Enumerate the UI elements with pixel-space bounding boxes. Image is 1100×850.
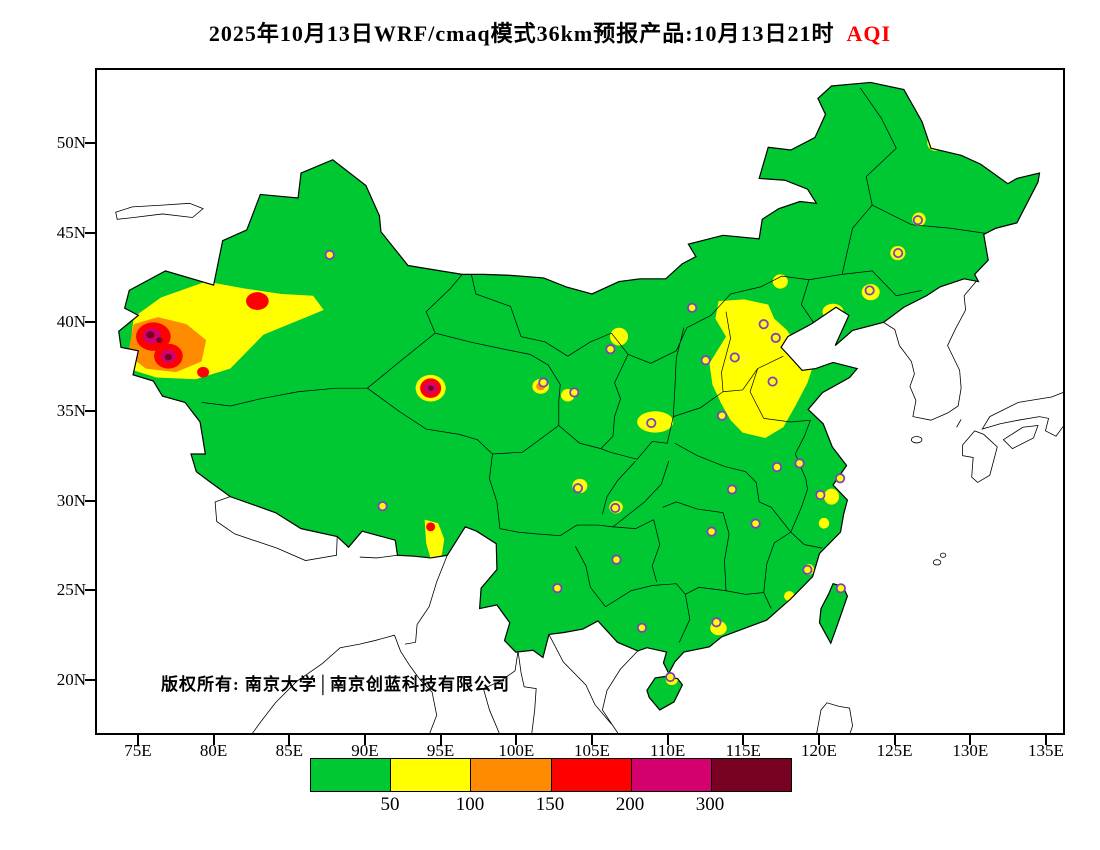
city-marker-haikou [665,671,676,683]
city-marker-xian [646,417,657,429]
lat-tick-label: 40N [56,311,86,331]
colorbar-cell-4 [630,759,711,791]
city-marker-yinchuan [605,344,616,355]
city-marker-nanning [636,622,648,633]
city-marker-lanzhou [569,387,580,398]
lon-tick-label: 135E [1027,741,1064,760]
city-marker-hohhot [687,302,698,313]
city-marker-nanchang [750,518,761,529]
city-marker-taipei [835,583,846,594]
lat-tick-mark [85,320,95,323]
colorbar-threshold-label: 50 [380,794,400,815]
china-aqi-map [115,81,1063,733]
city-marker-lhasa [377,501,388,512]
lon-tick-label: 105E [574,741,610,760]
province-boundaries [201,87,987,643]
lat-tick-label: 30N [56,490,86,510]
lat-tick-mark [85,142,95,145]
lon-tick-label: 90E [351,741,379,760]
lon-tick-mark [136,735,139,745]
map-frame: 版权所有: 南京大学│南京创蓝科技有限公司 [95,68,1065,735]
lat-tick-label: 20N [56,669,86,689]
lon-tick-label: 120E [800,741,837,760]
title-variable: AQI [846,21,892,46]
china-landmass [118,82,1040,710]
colorbar-cell-2 [470,759,551,791]
lat-tick-label: 45N [56,222,86,242]
lat-tick-label: 35N [56,401,86,421]
city-marker-xining [538,377,549,388]
city-marker-chengdu [572,483,583,494]
city-marker-shenyang [864,285,875,296]
city-marker-guiyang [611,554,622,565]
lon-tick-label: 115E [725,741,761,760]
colorbar-threshold-label: 100 [455,794,485,815]
lon-tick-label: 130E [952,741,989,760]
lon-tick-label: 110E [649,741,686,760]
colorbar-threshold-label: 300 [695,794,725,815]
city-marker-zhengzhou [716,410,728,421]
neighboring-coastlines [115,202,1063,733]
lon-tick-mark [742,735,745,745]
aqi-colorbar-labels: 50 100 150 200 300 [310,794,792,818]
lon-tick-mark [439,735,442,745]
city-marker-fuzhou [802,564,813,575]
colorbar-cell-5 [710,759,792,791]
lat-tick-mark [85,499,95,502]
city-marker-chongqing [610,502,621,514]
colorbar-threshold-label: 150 [535,794,565,815]
city-marker-changsha [706,526,717,537]
lon-tick-mark [817,735,820,745]
lat-tick-label: 50N [56,133,86,153]
aqi-patches [127,134,944,686]
city-marker-hefei [771,462,783,473]
city-marker-harbin [912,215,923,226]
lat-tick-mark [85,410,95,413]
lon-tick-mark [363,735,366,745]
city-marker-shijiazhuang [729,352,740,363]
city-marker-hangzhou [815,489,826,501]
copyright-text: 版权所有: 南京大学│南京创蓝科技有限公司 [161,675,510,694]
city-marker-changchun [893,248,904,259]
lon-tick-mark [666,735,669,745]
city-marker-wuhan [726,484,738,495]
city-marker-shanghai [835,473,846,484]
city-marker-jinan [767,376,778,387]
lon-tick-label: 125E [876,741,913,760]
city-marker-beijing [758,319,769,330]
lat-tick-label: 25N [56,580,86,600]
lon-tick-label: 80E [199,741,228,760]
city-markers [324,215,923,683]
lon-tick-mark [969,735,972,745]
lat-tick-mark [85,589,95,592]
page-title: 2025年10月13日WRF/cmaq模式36km预报产品:10月13日21时 A… [0,16,1100,48]
lon-tick-label: 85E [275,741,303,760]
colorbar-cell-3 [550,759,631,791]
lon-tick-mark [212,735,215,745]
title-text: 2025年10月13日WRF/cmaq模式36km预报产品:10月13日21时 [208,21,835,46]
city-marker-nanjing [794,458,805,469]
colorbar-cell-0 [311,759,391,791]
lon-tick-mark [893,735,896,745]
lat-tick-mark [85,231,95,234]
lat-tick-mark [85,678,95,681]
city-marker-taiyuan [700,355,711,366]
lon-tick-mark [288,735,291,745]
city-marker-tianjin [770,332,781,343]
lon-tick-mark [590,735,593,745]
lon-tick-label: 100E [498,741,535,760]
colorbar-cell-1 [390,759,471,791]
lon-tick-mark [515,735,518,745]
aqi-colorbar [310,758,792,792]
city-marker-guangzhou [711,617,722,628]
colorbar-threshold-label: 200 [615,794,645,815]
city-marker-urumqi [324,249,335,260]
city-marker-kunming [552,583,563,594]
lon-tick-label: 75E [124,741,152,760]
lon-tick-mark [1044,735,1047,745]
lon-tick-label: 95E [426,741,455,760]
